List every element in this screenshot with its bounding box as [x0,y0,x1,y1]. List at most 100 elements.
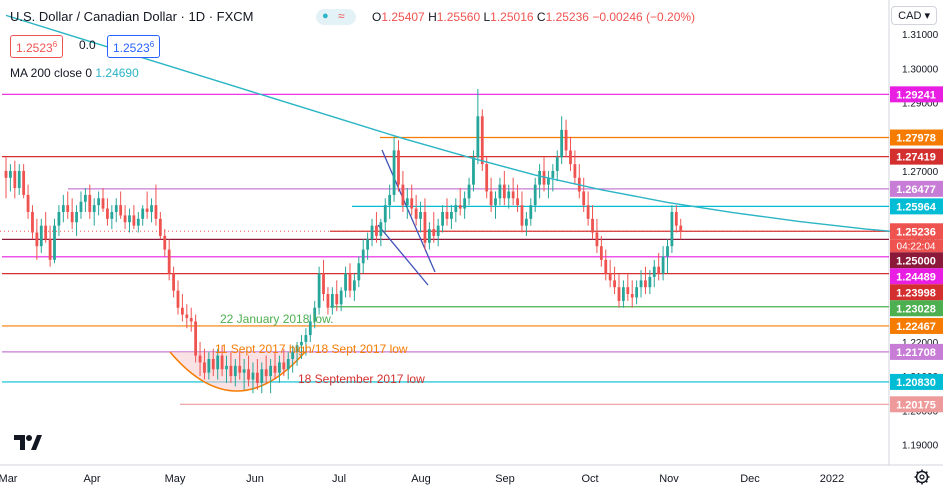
price-label-text: 1.20175 [896,399,936,411]
candle-body [242,369,246,373]
candle-body [661,256,665,274]
buy-sup: 6 [149,40,155,49]
candle-body [22,170,26,195]
candle-body [185,314,189,318]
wedge-lower-line [377,224,429,286]
x-tick-label: Nov [659,473,679,485]
candle-body [613,280,616,288]
x-tick-label: Dec [740,473,760,485]
low-label: L [483,10,491,24]
candle-body [370,225,374,240]
open-value: 1.25407 [381,10,425,24]
x-tick-label: Sep [495,473,515,485]
candle-body [92,205,96,212]
x-tick-label: Aug [411,473,431,485]
candle-body [269,365,272,377]
approx-icon: ≈ [338,9,345,23]
candle-body [458,205,462,209]
chart-annotation: 22 January 2018 low. [220,312,333,326]
candle-body [88,194,92,212]
candle-body [335,294,339,305]
candle-body [524,218,528,226]
ma-indicator-label[interactable]: MA 200 close 0 1.24690 [10,66,139,80]
candle-body [313,307,317,322]
candle-body [128,215,131,223]
candle-body [83,194,87,202]
price-label-box [890,343,943,360]
candle-body [167,249,171,274]
candle-body [57,211,61,226]
candle-body [648,276,652,288]
candle-body [516,198,519,206]
candle-body [203,362,206,373]
candle-body [216,355,220,370]
ma-label: MA 200 close 0 [10,66,93,80]
price-label-box [890,284,943,301]
candle-body [322,273,325,295]
buy-price: 1.2523 [113,41,150,55]
candle-body [198,355,202,363]
sell-price: 1.2523 [16,41,53,55]
y-tick-label: 1.27000 [902,167,939,178]
candle-body [352,280,356,291]
close-value: 1.25236 [545,10,589,24]
price-label-box [890,86,943,103]
buy-button[interactable]: 1.25236 [107,35,161,58]
candle-body [529,205,533,219]
change-value: −0.00246 (−0.20%) [592,10,696,24]
candle-body [229,365,233,377]
price-label-box [890,396,943,413]
candle-body [79,201,83,212]
candle-body [176,290,180,308]
candle-body [595,232,599,247]
candle-body [626,287,630,295]
price-label-box [890,268,943,285]
candle-body [106,208,109,219]
x-tick-label: Jul [332,473,346,485]
candle-body [520,205,524,226]
price-label-text: 1.24489 [896,271,936,283]
candle-body [392,150,396,195]
price-label-box [890,129,943,146]
y-tick-label: 1.30000 [902,64,939,75]
candle-body [13,170,17,189]
candle-body [260,369,264,383]
sell-button[interactable]: 1.25236 [10,35,64,58]
countdown-label: 04:22:04 [897,241,936,252]
price-label-text: 1.26477 [896,184,936,196]
close-label: C [536,10,546,24]
candle-body [172,273,175,291]
settings-gear-icon[interactable] [914,469,930,485]
candle-body [423,211,427,243]
candle-body [551,170,555,178]
candle-body [564,129,568,151]
candle-body [31,211,34,233]
candle-body [498,184,502,199]
currency-button[interactable]: CAD ▾ [891,6,937,25]
low-value: 1.25016 [490,10,534,24]
candle-body [75,211,78,223]
candle-body [97,198,101,206]
candle-body [344,273,347,291]
candle-body [326,294,330,308]
candle-body [61,205,65,212]
candle-body [608,273,612,281]
price-label-box [890,223,943,240]
candle-body [110,211,114,219]
visibility-toggle[interactable]: ● ≈ [316,9,356,25]
candle-body [480,116,484,165]
candle-body [361,249,365,264]
candle-body [622,287,625,301]
candle-body [441,211,444,226]
candle-body [273,365,277,373]
ma-value: 1.24690 [95,66,139,80]
candle-body [573,164,577,178]
candle-body [136,218,140,226]
candle-body [472,157,475,185]
candle-body [366,239,370,250]
candle-body [66,205,70,212]
candle-body [414,208,418,219]
eye-icon: ● [322,10,329,22]
